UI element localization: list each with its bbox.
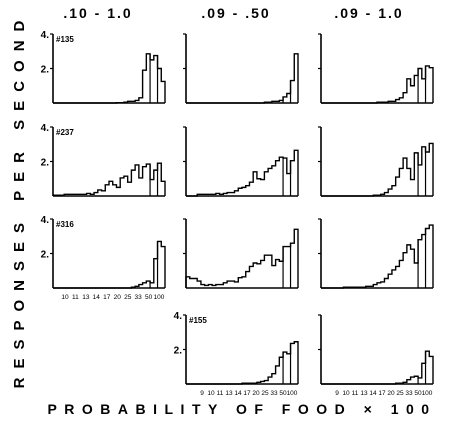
subject-label: #135 xyxy=(56,35,74,44)
histogram-outline xyxy=(186,149,299,197)
subject-label: #316 xyxy=(56,220,74,229)
histogram-bar xyxy=(411,180,415,196)
x-tick-label: 9 xyxy=(200,390,204,397)
x-tick-label: 100 xyxy=(154,294,165,301)
histogram-bar xyxy=(116,187,120,196)
x-tick-label: 10 xyxy=(61,294,69,301)
y-tick-label: 4. xyxy=(41,123,50,134)
histogram-bar xyxy=(190,279,194,288)
histogram-outline xyxy=(52,162,166,196)
panel-r0-c0: 2. 4. #135 xyxy=(41,30,166,104)
x-tick-label: 25 xyxy=(261,390,269,397)
subject-label: #237 xyxy=(56,128,74,137)
y-tick-label: 4. xyxy=(41,215,50,226)
x-tick-label: 10 xyxy=(207,390,215,397)
x-tick-label: 13 xyxy=(360,390,368,397)
x-tick-label: 20 xyxy=(387,390,395,397)
x-tick-label: 17 xyxy=(103,294,111,301)
y-tick-label: 2. xyxy=(41,65,50,76)
x-tick-label: 25 xyxy=(396,390,404,397)
panel-r3-c2: 9 10 11 13 14 17 20 25 33 50 100 xyxy=(318,314,434,397)
y-tick-label: 2. xyxy=(41,250,50,261)
x-tick-label: 100 xyxy=(287,390,298,397)
histogram-outline xyxy=(53,53,166,104)
panel-r0-c1 xyxy=(183,33,299,104)
histogram-bar xyxy=(235,282,239,288)
x-tick-label: 13 xyxy=(225,390,233,397)
x-tick-label: 13 xyxy=(82,294,90,301)
panel-r1-c0: 2. 4. #237 xyxy=(41,123,166,197)
x-tick-label: 33 xyxy=(270,390,278,397)
histogram-outline xyxy=(185,228,299,288)
panel-r3-c1: 2. 4. #155 9 10 11 13 14 17 20 25 33 50 100 xyxy=(174,311,299,397)
column-title-2: .09 - .50 xyxy=(201,5,270,21)
histogram-bar xyxy=(257,264,261,288)
x-axis-label: PROBABILITY OF FOOD × 100 xyxy=(47,401,436,417)
histogram-bar xyxy=(242,277,246,288)
x-tick-label: 50 xyxy=(414,390,422,397)
x-tick-label: 20 xyxy=(114,294,122,301)
x-tick-label: 14 xyxy=(369,390,377,397)
histogram-outline xyxy=(321,65,434,104)
histogram-bar xyxy=(128,182,132,196)
x-tick-label: 11 xyxy=(352,390,359,397)
x-tick-label: 17 xyxy=(243,390,251,397)
panel-r2-c2 xyxy=(318,218,434,289)
histogram-bar xyxy=(261,180,265,196)
y-tick-label: 2. xyxy=(41,158,50,169)
x-tick-label: 50 xyxy=(145,294,153,301)
column-title-3: .09 - 1.0 xyxy=(334,5,403,21)
histogram-bar xyxy=(139,178,143,196)
panel-r2-c1 xyxy=(183,218,299,289)
subject-label: #155 xyxy=(189,316,207,325)
panel-r2-c0: 2. 4. #316 10 11 13 14 17 20 25 33 50 100 xyxy=(41,215,166,301)
panel-r0-c2 xyxy=(318,33,434,104)
column-title-1: .10 - 1.0 xyxy=(63,5,132,21)
x-tick-label: 25 xyxy=(124,294,132,301)
x-tick-label: 33 xyxy=(405,390,413,397)
histogram-outline xyxy=(186,53,299,104)
histogram-outline xyxy=(321,142,434,197)
x-tick-label: 33 xyxy=(134,294,142,301)
histogram-bar xyxy=(257,179,261,196)
panel-r1-c1 xyxy=(183,126,299,197)
y-tick-label: 4. xyxy=(41,30,50,41)
x-tick-label: 10 xyxy=(342,390,350,397)
x-tick-label: 17 xyxy=(378,390,386,397)
x-tick-label: 14 xyxy=(234,390,242,397)
y-tick-label: 2. xyxy=(174,346,183,357)
x-tick-label: 11 xyxy=(217,390,224,397)
x-tick-label: 100 xyxy=(422,390,433,397)
x-tick-label: 50 xyxy=(279,390,287,397)
histogram-bar xyxy=(272,166,276,196)
histogram-bar xyxy=(411,86,415,103)
histogram-outline xyxy=(186,341,299,385)
histogram-bar xyxy=(272,266,276,288)
panel-r1-c2 xyxy=(318,126,434,197)
histogram-outline xyxy=(321,350,434,385)
histogram-outline xyxy=(53,240,166,289)
x-tick-label: 11 xyxy=(72,294,79,301)
histogram-outline xyxy=(321,224,434,289)
y-tick-label: 4. xyxy=(174,311,183,322)
y-axis-label: RESPONSES PER SECOND xyxy=(11,12,28,389)
x-tick-label: 20 xyxy=(252,390,260,397)
x-tick-label: 9 xyxy=(335,390,339,397)
x-tick-label: 14 xyxy=(93,294,101,301)
